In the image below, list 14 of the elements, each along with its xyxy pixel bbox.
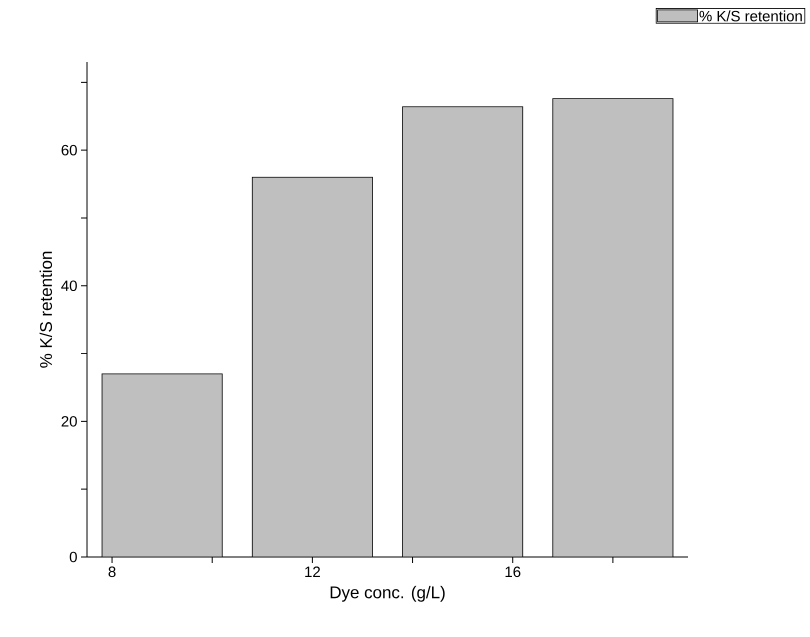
bar <box>252 176 373 557</box>
text: % K/S retention <box>700 10 802 22</box>
x-tick-label: 16 <box>506 566 520 578</box>
y-tick-label: 40 <box>61 280 77 292</box>
y-axis-title: % K/S retention <box>40 252 52 368</box>
y-tick-label: 60 <box>62 144 77 156</box>
x-tick-label: 8 <box>108 566 116 578</box>
bar <box>402 106 524 557</box>
bar <box>102 374 223 557</box>
y-tick-label: 0 <box>70 552 77 562</box>
y-tick-label: 20 <box>62 416 77 427</box>
bar <box>552 98 674 557</box>
x-tick-label: 12 <box>305 566 320 577</box>
x-axis-title: Dye conc. (g/L) <box>330 586 445 602</box>
